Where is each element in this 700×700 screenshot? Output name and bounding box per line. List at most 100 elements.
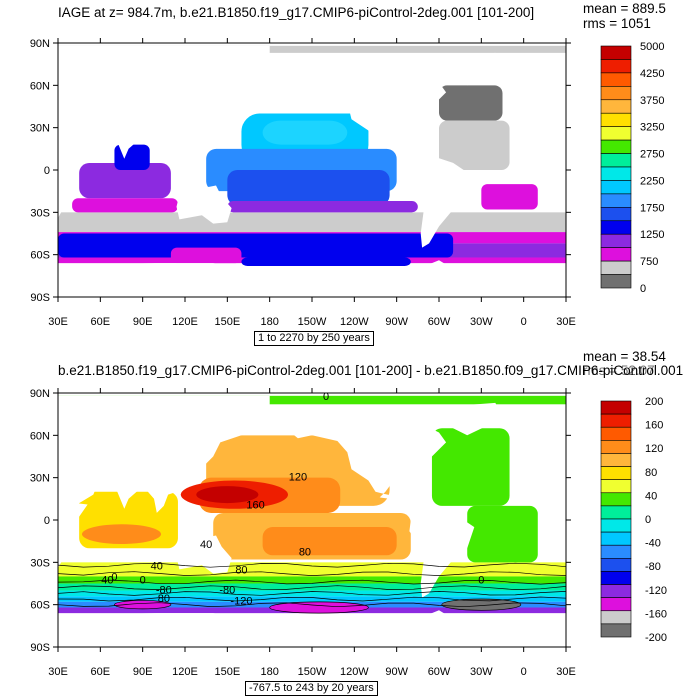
x-tick-label: 60E — [91, 316, 111, 328]
contour-label: 0 — [323, 391, 329, 403]
atlantic-north-green — [431, 428, 510, 506]
contour-label: 0 — [140, 575, 146, 587]
atlantic-grey — [439, 120, 510, 170]
colorbar-swatch — [600, 180, 632, 195]
colorbar-swatch — [600, 126, 632, 141]
y-tick-label: 30S — [30, 207, 50, 219]
x-tick-label: 60E — [91, 666, 111, 678]
colorbar-swatch — [600, 558, 632, 572]
pacific-south-darkorange — [262, 527, 397, 556]
y-tick-label: 60N — [30, 80, 50, 92]
colorbar-swatch — [600, 166, 632, 181]
colorbar-swatch — [600, 247, 632, 262]
land-australia — [176, 535, 232, 574]
colorbar-swatch — [600, 571, 632, 585]
panel-1-contour-info: 1 to 2270 by 250 years — [254, 331, 374, 346]
contour-label: -80 — [219, 584, 235, 596]
colorbar-swatch — [600, 492, 632, 507]
stripe-green — [58, 576, 566, 584]
panel-2-rms: rms = 52.07 — [583, 363, 655, 378]
southern-grey-band — [58, 212, 566, 233]
x-tick-label: 0 — [521, 666, 527, 678]
panel-1-map — [58, 43, 566, 297]
pacific-north-cyan-2 — [262, 120, 348, 145]
x-tick-label: 150E — [214, 316, 240, 328]
pacific-south-blue — [227, 170, 390, 206]
land-antarctica — [58, 260, 510, 297]
land-greenland — [436, 402, 503, 436]
colorbar-label: 3750 — [640, 95, 664, 107]
x-tick-label: 120E — [172, 666, 198, 678]
arctic-green-band — [58, 395, 566, 405]
contour-line — [57, 585, 567, 590]
x-tick-label: 30E — [48, 666, 68, 678]
x-tick-label: 30W — [470, 666, 493, 678]
contour-line — [57, 596, 567, 602]
land-namerica — [283, 418, 447, 509]
colorbar-label: 160 — [645, 420, 663, 432]
colorbar-swatch — [600, 544, 632, 559]
pacific-deep-red-core — [196, 486, 259, 504]
colorbar-label: -200 — [645, 632, 667, 644]
colorbar-swatch — [600, 505, 632, 520]
x-tick-label: 90E — [133, 666, 153, 678]
y-tick-label: 30N — [30, 473, 50, 485]
colorbar-label: 2750 — [640, 149, 664, 161]
land-eurasia — [58, 45, 270, 163]
colorbar-label: 120 — [645, 443, 663, 455]
land-samerica — [409, 155, 475, 248]
colorbar-label: -160 — [645, 608, 667, 620]
colorbar-label: 2250 — [640, 175, 664, 187]
colorbar-swatch — [600, 99, 632, 114]
colorbar-swatch — [600, 623, 632, 638]
contour-label: -120 — [230, 596, 252, 608]
colorbar-swatch — [600, 584, 632, 598]
colorbar-swatch — [600, 59, 632, 74]
colorbar-label: 3250 — [640, 122, 664, 134]
colorbar-swatch — [600, 139, 632, 154]
colorbar-swatch — [600, 86, 632, 101]
panel-1-mean: mean = 889.5 — [583, 1, 666, 16]
x-tick-label: 150W — [298, 666, 327, 678]
colorbar-swatch — [600, 479, 632, 494]
y-tick-label: 0 — [44, 515, 50, 527]
panel-1-title: IAGE at z= 984.7m, b.e21.B1850.f19_g17.C… — [58, 5, 535, 20]
panel-1-axes: 30E 60E 90E 120E 150E 180 150W 120W 90W 60W 30W 0 30… — [30, 38, 576, 328]
contour-line — [57, 571, 567, 576]
x-tick-label: 150W — [298, 316, 327, 328]
colorbar-swatch — [600, 453, 632, 467]
weddell-dark — [441, 598, 522, 611]
colorbar-label: 1250 — [640, 229, 664, 241]
colorbar-swatch — [600, 193, 632, 208]
atlantic-north-dark — [439, 85, 503, 121]
contour-label: 80 — [235, 565, 247, 577]
land-namerica — [283, 68, 447, 159]
pacific-purple — [227, 201, 418, 213]
colorbar-label: 1750 — [640, 202, 664, 214]
x-tick-label: 120W — [340, 666, 369, 678]
y-tick-label: 60S — [30, 600, 50, 612]
indian-orange-patch — [81, 524, 162, 544]
colorbar-label: -40 — [645, 538, 661, 550]
land-greenland — [436, 52, 503, 86]
contour-label: 0 — [111, 572, 117, 584]
x-tick-label: 30W — [470, 316, 493, 328]
x-tick-label: 30E — [48, 316, 68, 328]
stripe-yellow — [58, 562, 566, 577]
y-tick-label: 30S — [30, 557, 50, 569]
colorbar-label: -120 — [645, 585, 667, 597]
colorbar-swatch — [600, 233, 632, 248]
contour-line — [57, 562, 567, 568]
colorbar-swatch — [600, 518, 632, 533]
x-tick-label: 120W — [340, 316, 369, 328]
y-tick-label: 60S — [30, 250, 50, 262]
colorbar-label: 80 — [645, 467, 657, 479]
indian-magenta — [72, 198, 178, 213]
colorbar-swatch — [600, 207, 632, 222]
ross-magenta — [269, 601, 369, 614]
colorbar-swatch — [600, 440, 632, 454]
colorbar-label: -80 — [645, 561, 661, 573]
x-tick-label: 30E — [556, 316, 576, 328]
